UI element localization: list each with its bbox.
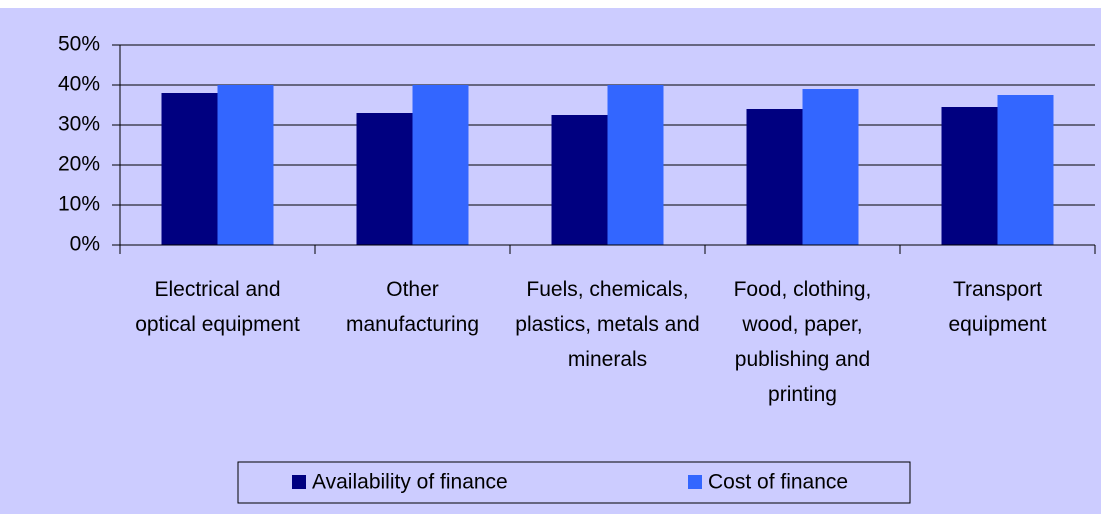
y-tick-label: 0% [70, 233, 100, 256]
x-tick-label: Fuels, chemicals, plastics, metals and m… [515, 278, 700, 371]
bar [941, 107, 998, 245]
x-tick-label: Electrical and optical equipment [135, 278, 300, 336]
bar [356, 113, 413, 245]
legend-label: Cost of finance [708, 471, 848, 494]
y-tick-label: 30% [58, 113, 100, 136]
bar [746, 109, 803, 245]
bar [551, 115, 608, 245]
legend-box [237, 461, 911, 504]
top-strip [0, 0, 1101, 8]
bar [802, 89, 859, 245]
legend-swatch [688, 475, 702, 489]
y-tick-label: 20% [58, 153, 100, 176]
x-tick-label: Other manufacturing [345, 278, 480, 336]
y-tick-label: 50% [58, 33, 100, 56]
bar [607, 85, 664, 245]
bar [997, 95, 1054, 245]
y-tick-label: 10% [58, 193, 100, 216]
x-tick-label: Transport equipment [948, 278, 1047, 336]
bar [217, 85, 274, 245]
x-tick-label: Food, clothing, wood, paper, publishing … [733, 278, 872, 406]
bar [161, 93, 218, 245]
legend-swatch [292, 475, 306, 489]
legend-label: Availability of finance [312, 471, 508, 494]
bar [412, 85, 469, 245]
y-tick-label: 40% [58, 73, 100, 96]
